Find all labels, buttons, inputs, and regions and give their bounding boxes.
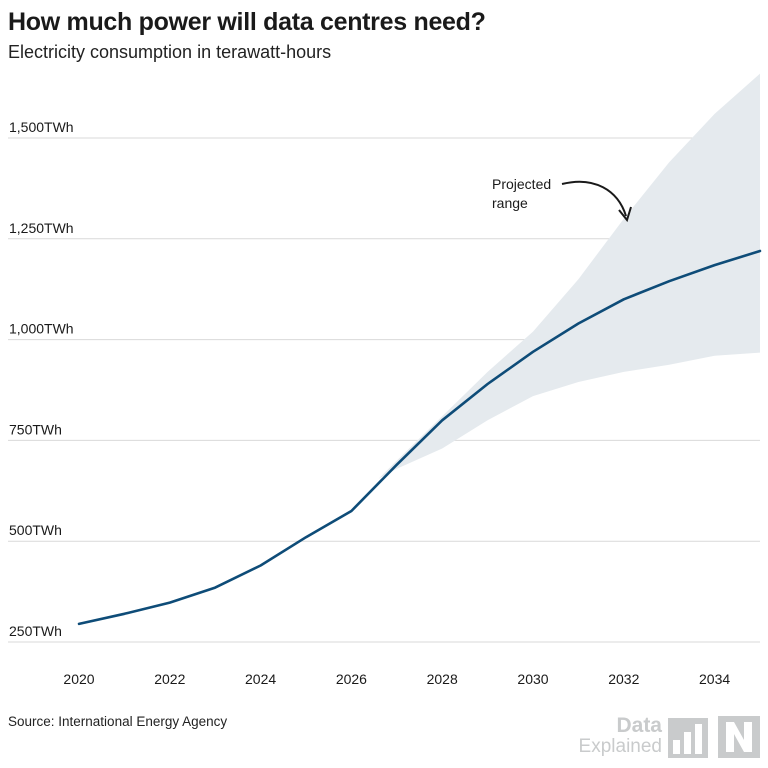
- brand-word-explained: Explained: [578, 736, 662, 757]
- y-tick-label: 1,250TWh: [9, 220, 74, 236]
- y-axis-tick-labels: 250TWh 500TWh 750TWh 1,000TWh 1,250TWh 1,500T…: [9, 119, 74, 639]
- bar-chart-logo-icon: [668, 718, 708, 758]
- y-tick-label: 1,000TWh: [9, 321, 74, 337]
- x-tick-label: 2032: [608, 671, 639, 687]
- annotation-line-2: range: [492, 195, 528, 211]
- annotation-line-1: Projected: [492, 176, 551, 192]
- annotation-arrowhead: [618, 206, 632, 223]
- chart-title: How much power will data centres need?: [8, 8, 486, 36]
- series-lines: [77, 249, 762, 626]
- brand-logo: Data Explained: [578, 714, 760, 760]
- projected-range-area: [378, 73, 760, 479]
- x-tick-label: 2026: [336, 671, 367, 687]
- brand-word-data: Data: [616, 714, 662, 737]
- y-tick-label: 1,500TWh: [9, 119, 74, 135]
- line-chart: 250TWh 500TWh 750TWh 1,000TWh 1,250TWh 1,500T…: [8, 73, 762, 687]
- y-tick-label: 500TWh: [9, 522, 62, 538]
- x-tick-label: 2028: [427, 671, 458, 687]
- x-axis-tick-labels: 2020 2022 2024 2026 2028 2030 2032 2034: [63, 671, 730, 687]
- x-tick-label: 2030: [517, 671, 548, 687]
- n-logo-icon: [718, 716, 760, 758]
- y-tick-label: 750TWh: [9, 421, 62, 437]
- y-tick-label: 250TWh: [9, 623, 62, 639]
- projected-range-band: [378, 73, 760, 479]
- x-tick-label: 2024: [245, 671, 276, 687]
- source-note: Source: International Energy Agency: [8, 714, 228, 729]
- annotation-arrow: [561, 180, 627, 217]
- x-tick-label: 2022: [154, 671, 185, 687]
- x-tick-label: 2020: [63, 671, 94, 687]
- annotation: Projected range: [492, 176, 632, 223]
- consumption-line: [77, 249, 762, 626]
- x-tick-label: 2034: [699, 671, 730, 687]
- chart-subtitle: Electricity consumption in terawatt-hour…: [8, 42, 332, 62]
